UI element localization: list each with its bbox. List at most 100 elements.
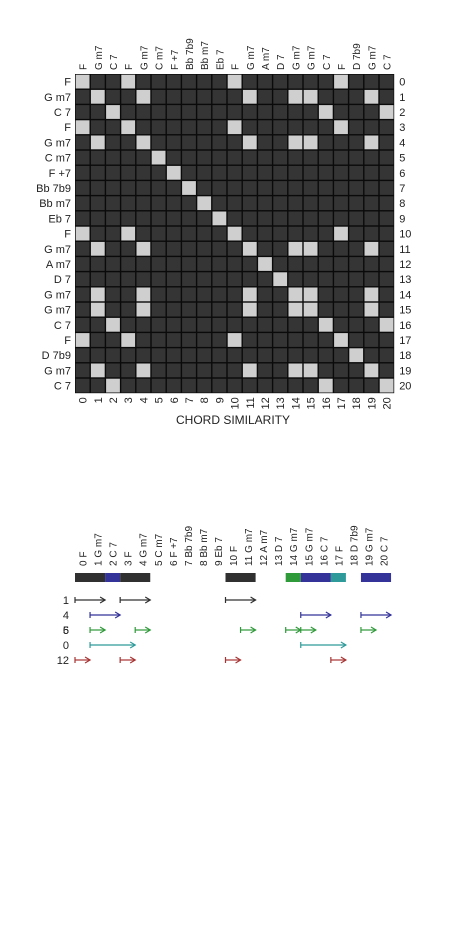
matrix-cell-match: [106, 105, 120, 119]
matrix-cell-match: [258, 257, 272, 271]
timeline-label: 17 F: [334, 546, 345, 566]
matrix-cell: [273, 287, 288, 302]
matrix-cell: [379, 241, 394, 256]
matrix-cell: [242, 120, 257, 135]
matrix-cell: [227, 257, 242, 271]
matrix-cell-match: [242, 287, 257, 302]
matrix-cell: [334, 135, 348, 150]
matrix-cell: [151, 135, 166, 150]
timeline-row-label: 6: [63, 625, 69, 637]
matrix-cell: [273, 257, 288, 271]
matrix-cell: [288, 120, 303, 135]
matrix-cell: [151, 287, 166, 302]
matrix-cell: [318, 150, 333, 165]
timeline-label: 8 Bb m7: [199, 528, 210, 566]
matrix-cell: [379, 363, 394, 378]
matrix-cell: [182, 257, 196, 271]
matrix-cell: [197, 135, 212, 150]
matrix-cell: [212, 105, 227, 119]
matrix-cell: [166, 348, 181, 363]
matrix-cell: [364, 196, 379, 211]
matrix-cell: [182, 150, 196, 165]
matrix-cell: [212, 287, 227, 302]
matrix-cell: [258, 120, 272, 135]
matrix-row-index: 20: [399, 381, 411, 393]
matrix-cell: [166, 317, 181, 332]
matrix-cell: [273, 150, 288, 165]
matrix-row-index: 3: [399, 122, 405, 134]
matrix-cell: [258, 211, 272, 226]
timeline-row-label: 5: [63, 625, 69, 637]
matrix-column-label: F: [124, 64, 135, 70]
repetition-arrow: [300, 641, 348, 649]
matrix-row-label: F: [64, 77, 71, 89]
matrix-column-label: C 7: [109, 54, 120, 70]
matrix-column-index: 9: [214, 397, 226, 403]
matrix-cell: [182, 226, 196, 241]
matrix-cell: [166, 135, 181, 150]
matrix-cell: [75, 302, 90, 317]
matrix-column-index: 19: [366, 397, 378, 409]
matrix-cell: [242, 150, 257, 165]
repetition-arrow: [360, 611, 393, 619]
matrix-cell: [349, 105, 364, 119]
matrix-cell-match: [334, 120, 348, 135]
matrix-cell: [151, 89, 166, 104]
matrix-cell: [106, 333, 120, 347]
matrix-cell: [106, 226, 120, 241]
timeline-arrow-rows: 1 4 65 0 12: [57, 595, 393, 667]
matrix-cell: [166, 363, 181, 378]
repetition-arrow: [224, 656, 242, 664]
matrix-cell: [197, 287, 212, 302]
matrix-cell: [75, 150, 90, 165]
matrix-cell: [121, 150, 136, 165]
matrix-cell: [242, 257, 257, 271]
matrix-column-index: 16: [321, 397, 333, 409]
matrix-column-index: 20: [382, 397, 394, 409]
timeline-row-label: 0: [63, 640, 69, 652]
matrix-cell: [212, 348, 227, 363]
matrix-cell-match: [334, 226, 348, 241]
matrix-cell-match: [303, 241, 318, 256]
timeline-row-label: 1: [63, 595, 69, 607]
matrix-cell: [318, 211, 333, 226]
matrix-cell: [349, 378, 364, 393]
matrix-cell: [318, 165, 333, 180]
matrix-cell: [166, 181, 181, 195]
matrix-cell: [136, 333, 151, 347]
matrix-cell-match: [151, 150, 166, 165]
matrix-cell: [90, 378, 105, 393]
matrix-column-label: C m7: [155, 46, 166, 70]
matrix-cell: [364, 257, 379, 271]
matrix-column-label: Bb 7b9: [185, 38, 196, 70]
matrix-cell: [227, 272, 242, 287]
matrix-cell-match: [379, 105, 394, 119]
matrix-cell: [197, 89, 212, 104]
matrix-cell: [334, 302, 348, 317]
matrix-cell-match: [242, 89, 257, 104]
matrix-cell: [212, 333, 227, 347]
matrix-cell-match: [364, 363, 379, 378]
repetition-arrow: [300, 611, 333, 619]
matrix-cell: [197, 378, 212, 393]
matrix-row-index: 11: [399, 244, 410, 256]
matrix-cell: [151, 317, 166, 332]
timeline-row-label: 4: [63, 610, 69, 622]
matrix-cell: [364, 105, 379, 119]
matrix-cell: [258, 135, 272, 150]
matrix-cell-match: [121, 226, 136, 241]
timeline-bar-segment: [120, 573, 151, 582]
matrix-cell: [379, 302, 394, 317]
matrix-cell: [303, 272, 318, 287]
matrix-row-index: 13: [399, 274, 411, 286]
timeline-label: 14 G m7: [289, 527, 300, 566]
matrix-column-label: G m7: [291, 45, 302, 70]
matrix-row-label: F: [64, 122, 71, 134]
matrix-column-index: 1: [93, 397, 105, 403]
matrix-row-label: F: [64, 229, 71, 241]
timeline-bar-segment: [75, 573, 106, 582]
matrix-cell: [90, 150, 105, 165]
matrix-cell: [197, 105, 212, 119]
matrix-cell: [303, 333, 318, 347]
